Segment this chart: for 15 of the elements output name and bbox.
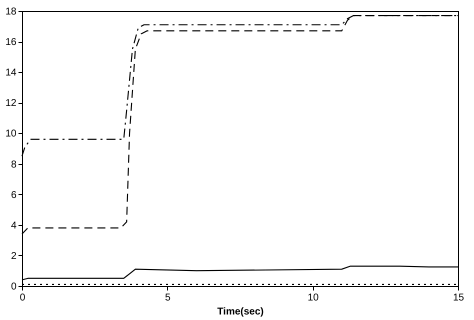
x-tick-label: 10 xyxy=(308,292,320,304)
y-tick-label: 10 xyxy=(5,128,17,140)
y-tick-label: 4 xyxy=(10,220,17,232)
y-tick-label: 2 xyxy=(10,250,17,262)
y-tick-label: 12 xyxy=(5,98,17,110)
x-tick-label: 0 xyxy=(20,292,26,304)
x-tick-label: 5 xyxy=(165,292,172,304)
y-tick-label: 6 xyxy=(10,190,17,201)
y-tick-label: 16 xyxy=(5,37,17,48)
y-tick-label: 18 xyxy=(5,6,17,18)
x-tick-label: 15 xyxy=(452,292,464,304)
y-tick-label: 14 xyxy=(5,68,17,79)
y-tick-label: 0 xyxy=(10,282,17,292)
y-tick-label: 8 xyxy=(10,159,17,170)
x-axis-title: Time(sec) xyxy=(217,306,264,318)
